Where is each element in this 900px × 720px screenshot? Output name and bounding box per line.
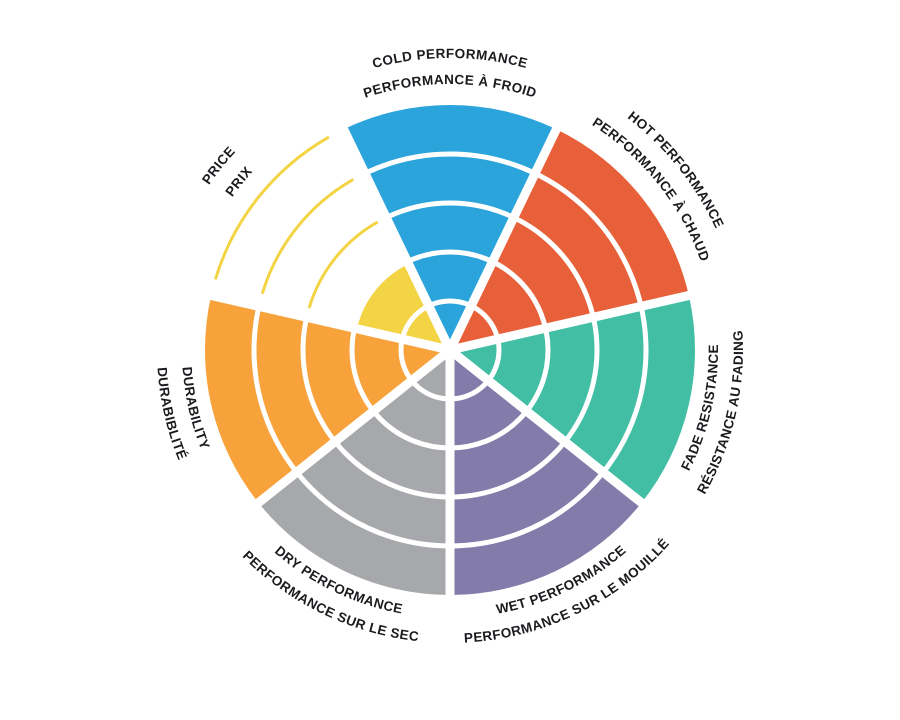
unfilled-ring-arc-price-5 (214, 136, 330, 280)
label-cold-performance-line2: PERFORMANCE À FROID (361, 72, 538, 101)
sector-gap-divider (198, 288, 452, 355)
sector-dry-performance (258, 350, 450, 595)
unfilled-ring-arc-price-4 (261, 178, 354, 295)
sector-cold-performance (343, 104, 557, 350)
sector-hot-performance (450, 129, 689, 350)
label-text: PRIX (222, 164, 254, 200)
sector-gap-divider (445, 116, 566, 352)
label-text: PERFORMANCE À FROID (361, 72, 538, 101)
sector-fade-resistance (450, 295, 696, 503)
sector-wet-performance (450, 350, 642, 595)
sector-durability (204, 295, 450, 503)
sector-gap-divider (334, 116, 455, 352)
label-text: COLD PERFORMANCE (371, 46, 529, 71)
unfilled-ring-arc-price-3 (307, 221, 379, 309)
label-price-line2: PRIX (222, 164, 255, 200)
label-cold-performance-line1: COLD PERFORMANCE (371, 46, 530, 71)
sector-gap-divider (246, 346, 453, 514)
sector-gap-divider (447, 346, 654, 514)
sector-gap-divider (448, 288, 702, 355)
